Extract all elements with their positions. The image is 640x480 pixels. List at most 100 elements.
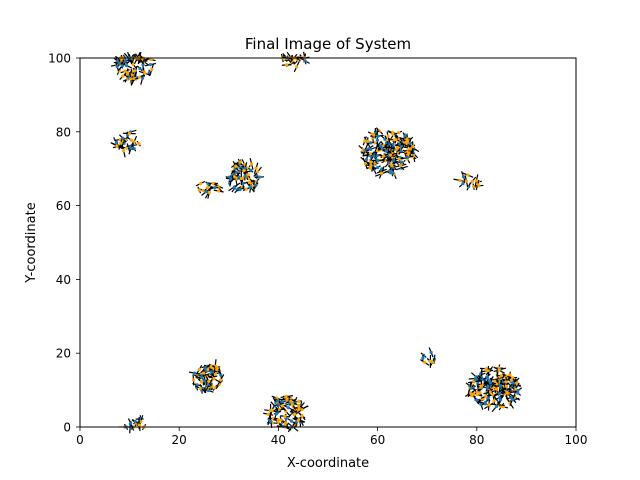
particle-point — [368, 166, 372, 170]
particle-point — [137, 142, 141, 146]
particle-point — [405, 155, 409, 160]
particle-point — [464, 179, 469, 183]
particle-point — [296, 418, 300, 423]
y-tick-label: 100 — [48, 52, 71, 66]
particle-point — [466, 173, 470, 177]
particle-point — [274, 412, 278, 416]
particle-point — [398, 164, 403, 168]
particle-point — [375, 138, 379, 142]
particle-point — [478, 390, 482, 395]
particle-point — [497, 391, 502, 396]
x-tick: 40 — [271, 427, 286, 447]
x-tick: 100 — [565, 427, 587, 447]
x-tick-label: 40 — [271, 433, 286, 447]
particle-point — [475, 390, 479, 394]
particle-point — [197, 367, 201, 372]
particle-point — [120, 64, 124, 68]
y-tick: 100 — [48, 52, 80, 66]
particle-point — [461, 182, 465, 186]
particle-point — [486, 384, 490, 389]
particle-point — [369, 152, 373, 156]
particle-point — [254, 166, 258, 170]
particle-point — [411, 144, 415, 149]
particle-point — [511, 381, 515, 385]
particle-point — [405, 137, 409, 142]
particle-point — [392, 158, 396, 163]
particle-point — [206, 185, 210, 190]
particle-point — [510, 398, 515, 402]
particle-point — [504, 380, 508, 384]
particle-point — [129, 77, 133, 81]
particle-point — [284, 421, 288, 425]
particle-point — [213, 185, 217, 190]
particle-point — [212, 377, 216, 381]
y-tick-label: 0 — [63, 421, 71, 435]
particle-point — [125, 72, 130, 76]
particle-point — [292, 413, 296, 417]
particle-point — [474, 377, 479, 382]
y-tick-label: 20 — [56, 347, 71, 361]
particle-point — [479, 402, 483, 406]
particle-point — [249, 168, 253, 172]
particle-cluster — [189, 359, 225, 394]
particle-point — [219, 373, 223, 377]
particle-point — [508, 373, 512, 377]
particle-point — [483, 400, 487, 404]
particle-point — [132, 69, 136, 73]
particle-point — [394, 138, 398, 142]
particle-point — [408, 147, 412, 151]
particle-point — [477, 184, 481, 188]
particle-point — [458, 178, 462, 183]
particle-point — [283, 414, 287, 418]
particle-point — [239, 176, 243, 181]
particle-point — [209, 364, 213, 369]
particle-cluster — [110, 51, 157, 86]
particle-point — [461, 175, 466, 179]
particle-point — [379, 144, 383, 148]
particle-point — [375, 154, 379, 158]
particle-point — [492, 399, 496, 403]
plot-points — [110, 51, 523, 434]
particle-point — [383, 137, 387, 141]
particle-point — [129, 421, 133, 425]
particle-point — [249, 162, 254, 166]
particle-point — [211, 181, 215, 185]
particle-point — [379, 171, 384, 175]
particle-point — [513, 387, 517, 391]
particle-point — [472, 380, 476, 384]
particle-point — [290, 402, 294, 406]
x-tick-label: 80 — [469, 433, 484, 447]
particle-point — [384, 149, 389, 153]
particle-point — [280, 399, 284, 404]
particle-point — [125, 64, 129, 68]
particle-point — [397, 130, 401, 135]
particle-point — [241, 181, 245, 186]
particle-point — [234, 164, 238, 168]
particle-point — [139, 419, 143, 424]
particle-point — [141, 76, 145, 80]
particle-point — [399, 160, 404, 164]
particle-point — [391, 132, 395, 136]
particle-point — [376, 134, 380, 138]
particle-point — [397, 157, 401, 161]
particle-point — [195, 383, 199, 387]
particle-point — [497, 368, 501, 372]
particle-point — [286, 406, 290, 410]
particle-point — [198, 182, 203, 186]
particle-point — [131, 62, 135, 66]
particle-point — [475, 398, 479, 402]
particle-point — [243, 166, 247, 170]
particle-point — [366, 139, 370, 143]
particle-point — [192, 371, 197, 375]
particle-point — [280, 404, 284, 408]
particle-point — [121, 74, 125, 78]
x-tick-label: 0 — [76, 433, 84, 447]
particle-point — [217, 189, 221, 193]
particle-point — [119, 141, 123, 145]
particle-point — [289, 419, 294, 423]
particle-point — [199, 380, 204, 384]
particle-point — [197, 188, 201, 192]
particle-point — [214, 365, 219, 369]
particle-point — [297, 399, 301, 403]
